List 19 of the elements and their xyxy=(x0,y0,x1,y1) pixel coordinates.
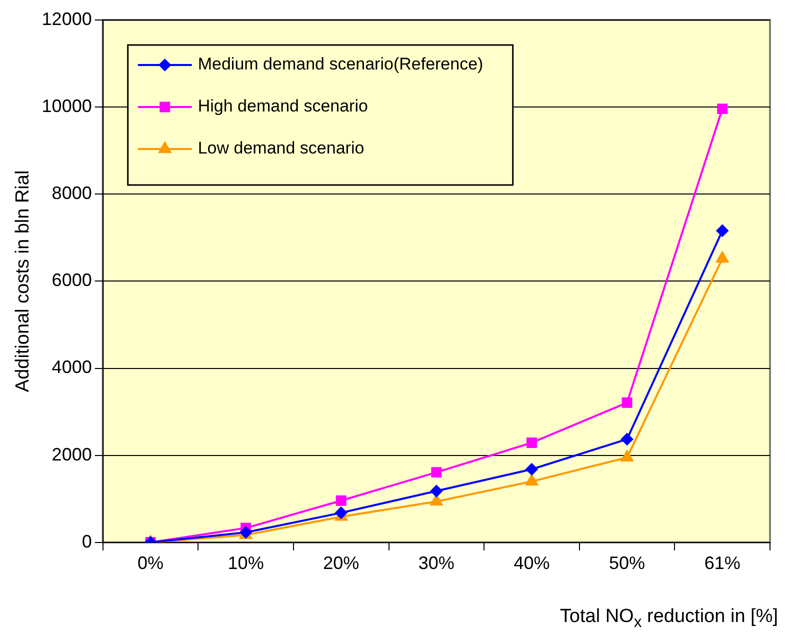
x-tick-label: 10% xyxy=(228,553,264,574)
x-axis-title: Total NO$_{x}$ reduction in [%] xyxy=(560,606,778,632)
y-tick-label: 10000 xyxy=(42,96,92,116)
y-tick-label: 6000 xyxy=(52,270,92,290)
x-tick-label: 40% xyxy=(514,553,550,574)
y-tick-label: 8000 xyxy=(52,183,92,204)
x-tick-label: 30% xyxy=(418,553,454,574)
x-tick-label: 0% xyxy=(138,553,164,574)
x-tick-label: 61% xyxy=(704,553,740,574)
x-tick-label: 20% xyxy=(323,553,360,574)
y-tick-label: 12000 xyxy=(42,8,92,29)
y-tick-label: 0 xyxy=(82,531,92,552)
y-tick-label: 4000 xyxy=(52,357,92,378)
legend-label: High demand scenario xyxy=(198,96,368,116)
legend-label: Low demand scenario xyxy=(198,138,364,158)
x-tick-label: 50% xyxy=(609,553,646,574)
y-axis-title: Additional costs in bln Rial xyxy=(12,170,34,392)
y-tick-label: 2000 xyxy=(52,444,92,464)
legend-label: Medium demand scenario(Reference) xyxy=(198,54,484,74)
